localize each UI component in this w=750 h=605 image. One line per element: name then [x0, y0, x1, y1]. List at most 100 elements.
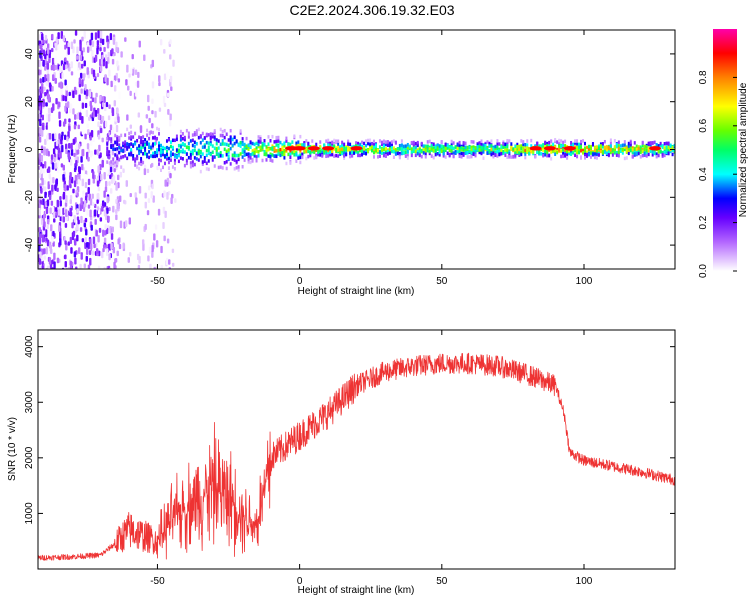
heatmap-cell	[548, 153, 551, 158]
heatmap-cell	[339, 150, 342, 155]
heatmap-cell	[351, 148, 354, 152]
heatmap-cell	[247, 160, 250, 164]
heatmap-cell	[124, 133, 127, 137]
heatmap-cell	[617, 146, 620, 151]
heatmap-cell	[165, 157, 168, 161]
heatmap-cell	[542, 148, 545, 152]
heatmap-cell	[587, 152, 590, 157]
heatmap-cell	[217, 146, 220, 150]
heatmap-cell	[400, 146, 403, 151]
heatmap-cell	[378, 139, 381, 143]
heatmap-cell	[412, 149, 415, 153]
heatmap-cell	[103, 172, 106, 180]
heatmap-cell	[91, 97, 95, 103]
heatmap-cell	[168, 267, 171, 269]
heatmap-cell	[275, 149, 278, 153]
heatmap-cell	[88, 116, 91, 121]
heatmap-cell	[45, 148, 49, 157]
heatmap-cell	[353, 151, 356, 155]
heatmap-cell	[506, 148, 509, 152]
heatmap-cell	[241, 148, 244, 152]
heatmap-cell	[158, 144, 161, 148]
heatmap-cell	[544, 140, 547, 145]
heatmap-cell	[221, 154, 224, 158]
heatmap-cell	[53, 218, 56, 223]
heatmap-cell	[261, 144, 264, 148]
heatmap-cell	[382, 147, 385, 151]
heatmap-cell	[118, 91, 121, 100]
heatmap-cell	[79, 72, 83, 79]
heatmap-cell	[39, 78, 42, 84]
heatmap-cell	[380, 142, 383, 146]
heatmap-cell	[56, 257, 60, 264]
heatmap-cell	[546, 150, 549, 155]
heatmap-cell	[207, 167, 210, 172]
heatmap-cell	[126, 142, 129, 146]
heatmap-cell	[138, 166, 141, 171]
heatmap-cell	[253, 148, 256, 152]
heatmap-cell	[65, 148, 68, 155]
heatmap-cell	[165, 257, 169, 266]
heatmap-cell	[114, 163, 117, 168]
heatmap-cell	[96, 47, 99, 55]
heatmap-cell	[462, 147, 465, 152]
heatmap-cell	[76, 149, 80, 155]
heatmap-cell	[560, 144, 563, 149]
heatmap-cell	[297, 140, 300, 144]
heatmap-cell	[93, 243, 96, 249]
heatmap-cell	[38, 69, 41, 76]
heatmap-cell	[265, 147, 268, 152]
heatmap-cell	[153, 266, 156, 269]
heatmap-cell	[54, 56, 58, 63]
heatmap-cell	[229, 128, 232, 133]
heatmap-cell	[374, 148, 377, 153]
heatmap-cell	[114, 140, 117, 145]
heatmap-cell	[390, 149, 393, 154]
heatmap-cell	[146, 154, 149, 159]
heatmap-cell	[183, 163, 186, 168]
heatmap-cell	[125, 180, 128, 187]
heatmap-cell	[404, 150, 407, 155]
heatmap-cell	[287, 142, 290, 146]
heatmap-cell	[170, 86, 173, 91]
heatmap-cell	[410, 140, 413, 145]
heatmap-cell	[99, 64, 103, 72]
heatmap-cell	[101, 137, 104, 143]
heatmap-cell	[96, 180, 100, 187]
heatmap-cell	[150, 130, 153, 134]
heatmap-cell	[337, 148, 340, 152]
heatmap-cell	[134, 163, 137, 167]
heatmap-cell	[363, 150, 366, 155]
heatmap-cell	[136, 154, 139, 159]
heatmap-cell	[124, 220, 128, 228]
heatmap-cell	[305, 149, 308, 154]
heatmap-cell	[609, 138, 612, 142]
heatmap-cell	[357, 150, 360, 155]
heatmap-cell	[169, 113, 172, 121]
heatmap-cell	[154, 150, 157, 155]
heatmap-cell	[369, 142, 372, 146]
heatmap-cell	[97, 134, 101, 140]
heatmap-cell	[512, 147, 515, 151]
heatmap-cell	[647, 148, 650, 153]
heatmap-cell	[331, 152, 334, 157]
heatmap-cell	[150, 154, 153, 158]
heatmap-cell	[554, 152, 557, 156]
heatmap-cell	[458, 143, 461, 148]
heatmap-cell	[283, 156, 286, 160]
heatmap-cell	[627, 144, 630, 148]
heatmap-cell	[96, 206, 100, 211]
heatmap-cell	[259, 145, 262, 150]
heatmap-cell	[562, 140, 565, 145]
heatmap-cell	[87, 129, 90, 136]
heatmap-cell	[663, 148, 666, 152]
heatmap-cell	[585, 145, 588, 150]
heatmap-cell	[191, 160, 194, 164]
heatmap-cell	[96, 107, 100, 114]
heatmap-cell	[506, 144, 509, 149]
heatmap-cell	[223, 142, 226, 146]
heatmap-cell	[659, 149, 662, 153]
heatmap-cell	[452, 154, 455, 158]
heatmap-cell	[574, 148, 577, 153]
heatmap-cell	[65, 64, 68, 70]
